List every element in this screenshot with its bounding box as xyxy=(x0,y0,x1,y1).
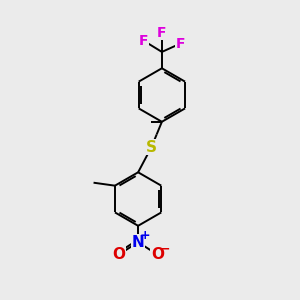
Text: O: O xyxy=(151,247,164,262)
Text: F: F xyxy=(157,26,167,40)
Text: N: N xyxy=(132,235,145,250)
Text: F: F xyxy=(139,34,148,48)
Text: S: S xyxy=(146,140,157,154)
Text: −: − xyxy=(160,243,170,256)
Text: F: F xyxy=(176,37,185,51)
Text: O: O xyxy=(112,247,125,262)
Text: +: + xyxy=(139,229,150,242)
